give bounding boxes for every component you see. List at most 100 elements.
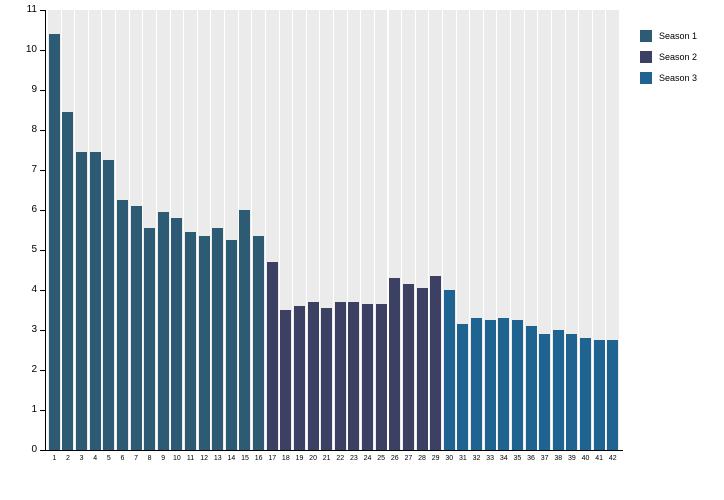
bar-episode-37 [539,334,551,450]
y-tick-label: 2 [31,364,37,375]
bar-episode-11 [185,232,196,450]
bar-episode-27 [402,284,414,450]
y-tick-mark [40,210,45,211]
x-tick-label: 33 [486,455,495,462]
bar-episode-13 [212,228,224,450]
y-tick-mark [40,10,45,11]
y-tick-label: 10 [25,44,37,55]
legend-label: Season 2 [659,52,698,62]
y-tick-mark [40,170,45,171]
bar-episode-21 [321,308,333,450]
bar-episode-22 [334,302,346,450]
x-tick-label: 7 [134,455,138,462]
x-tick-label: 9 [161,455,166,462]
y-tick-label: 11 [26,4,37,15]
bar-episode-26 [389,278,401,450]
bar-episode-5 [103,160,115,450]
bar-episode-19 [293,306,305,450]
y-tick-label: 0 [31,444,37,455]
y-tick-label: 8 [31,124,37,135]
x-tick-label: 26 [390,455,399,462]
bar-episode-6 [116,200,128,450]
x-tick-label: 40 [581,455,590,462]
bar-episode-17 [266,262,278,450]
x-tick-label: 36 [527,455,535,462]
bar-episode-23 [348,302,360,450]
legend: Season 1 Season 2 Season 3 [640,30,697,93]
x-tick-label: 2 [65,455,70,462]
x-tick-label: 3 [79,455,84,462]
x-tick-label: 11 [186,455,195,462]
x-tick-label: 4 [93,455,98,462]
bar-episode-39 [566,334,578,450]
x-tick-label: 17 [268,455,277,462]
y-tick-mark [40,50,45,51]
x-tick-label: 10 [172,455,181,462]
y-tick-mark [40,130,45,131]
y-tick-mark [40,370,45,371]
bar-episode-28 [416,288,428,450]
bar-episode-8 [144,228,156,450]
x-tick-label: 5 [106,455,111,462]
x-tick-label: 42 [608,455,617,462]
y-tick-label: 3 [31,324,37,335]
bar-episode-41 [593,340,605,450]
bar-episode-35 [511,320,523,450]
x-tick-label: 28 [418,455,426,462]
legend-item-season-2: Season 2 [640,51,697,63]
bar-episode-10 [171,218,183,450]
x-tick-label: 18 [281,455,290,462]
x-tick-label: 39 [567,455,576,462]
x-tick-label: 41 [595,455,603,462]
x-tick-label: 15 [241,455,249,462]
x-tick-label: 23 [350,455,358,462]
bar-episode-42 [607,340,619,450]
y-axis-line [45,10,46,451]
legend-swatch-season-3 [640,72,652,84]
bar-episode-15 [239,210,251,450]
y-tick-label: 7 [31,164,37,175]
bar-episode-40 [579,338,591,450]
x-tick-label: 8 [147,455,152,462]
x-tick-label: 22 [336,455,345,462]
bar-episode-18 [280,310,292,450]
bar-episode-32 [471,318,483,450]
x-tick-label: 34 [499,455,508,462]
bar-episode-7 [130,206,142,450]
legend-swatch-season-1 [640,30,652,42]
legend-label: Season 1 [659,31,698,41]
bar-episode-9 [157,212,169,450]
y-tick-mark [40,250,45,251]
x-tick-label: 29 [431,455,440,462]
bar-episode-36 [525,326,537,450]
x-tick-label: 31 [458,455,467,462]
y-tick-mark [40,290,45,291]
y-tick-label: 1 [31,404,37,415]
bar-episode-33 [484,320,496,450]
x-tick-label: 12 [200,455,208,462]
x-tick-label: 6 [120,455,125,462]
bar-episode-25 [375,304,387,450]
bar-episode-2 [62,112,74,450]
y-tick-label: 4 [31,284,37,295]
x-tick-label: 27 [404,455,413,462]
bar-episode-38 [552,330,564,450]
bar-episode-20 [307,302,319,450]
x-tick-label: 19 [295,455,304,462]
x-tick-label: 35 [513,455,522,462]
x-tick-label: 1 [52,455,57,462]
bar-episode-24 [362,304,374,450]
y-tick-label: 9 [31,84,37,95]
x-axis-line [45,450,623,451]
y-tick-mark [40,330,45,331]
y-tick-mark [40,410,45,411]
x-tick-label: 30 [445,455,454,462]
x-tick-label: 32 [472,455,481,462]
bar-episode-34 [498,318,510,450]
bar-episode-30 [443,290,455,450]
x-tick-label: 13 [213,455,222,462]
y-tick-label: 5 [31,244,37,255]
legend-swatch-season-2 [640,51,652,63]
y-tick-mark [40,90,45,91]
